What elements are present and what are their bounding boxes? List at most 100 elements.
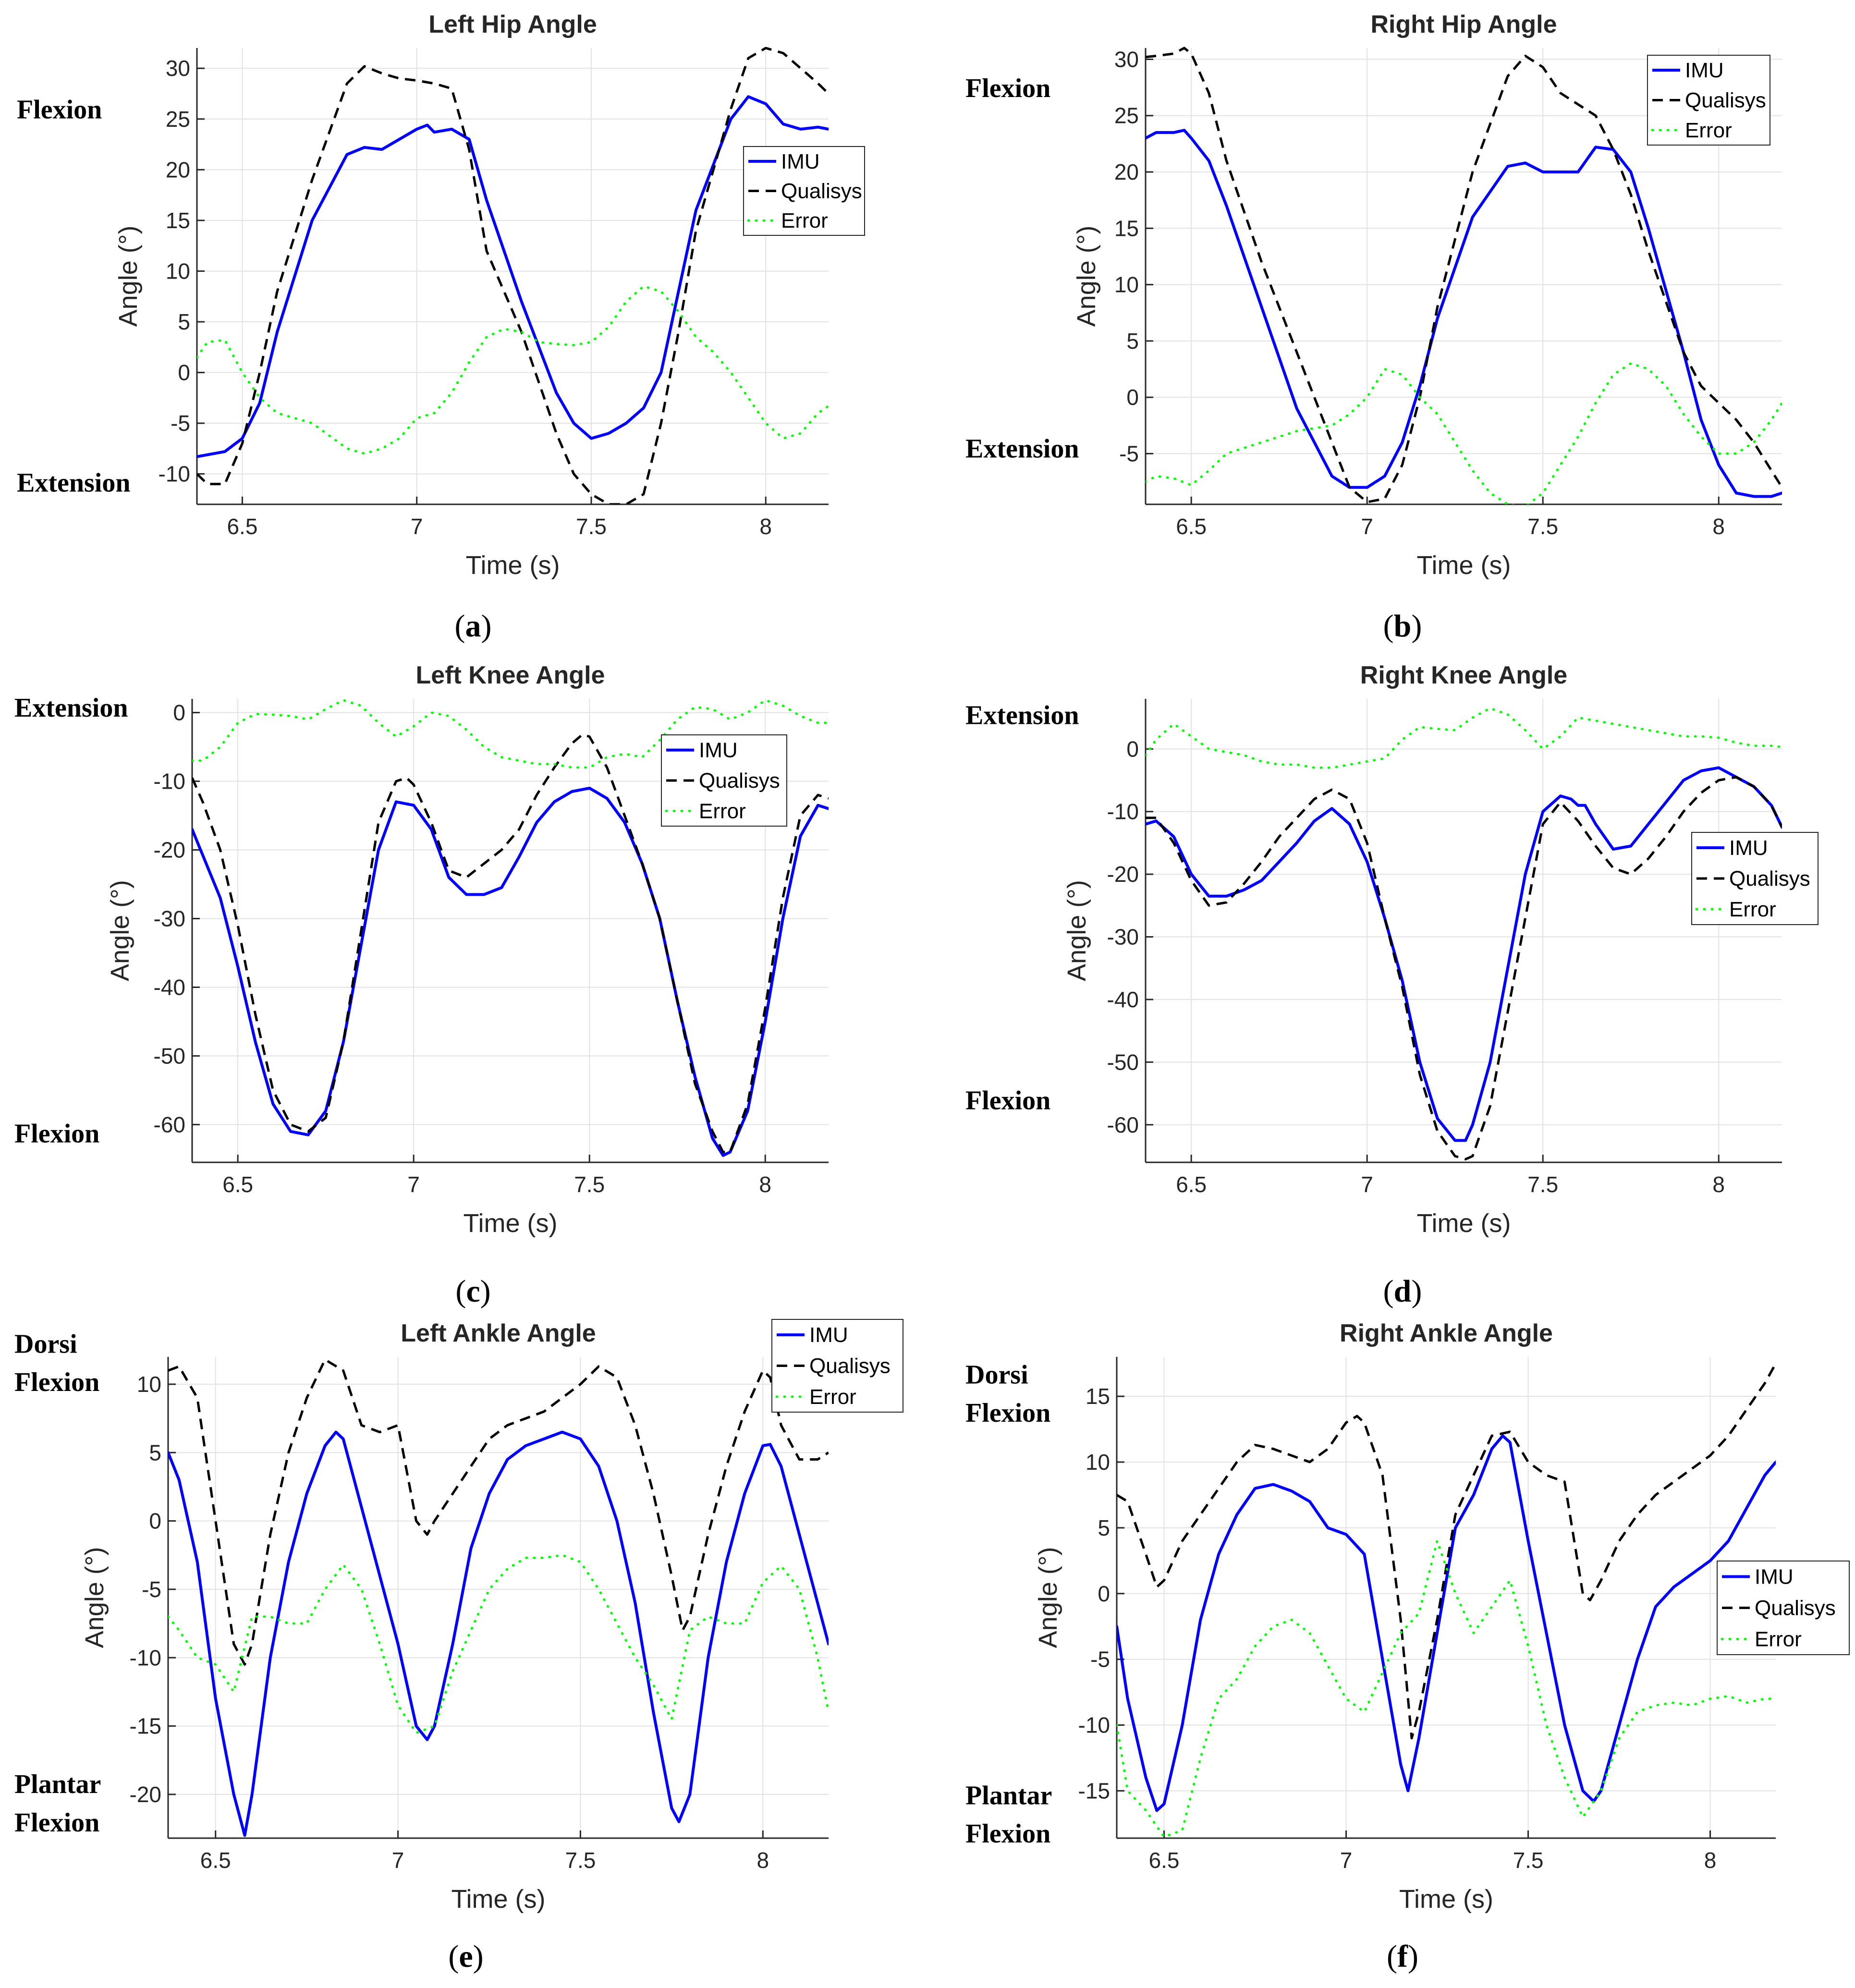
x-tick-label: 7.5 bbox=[574, 1172, 605, 1197]
caption-close-paren: ) bbox=[473, 1939, 484, 1974]
y-tick-label: 0 bbox=[173, 700, 185, 725]
y-tick-label: 10 bbox=[1114, 272, 1139, 297]
direction-label: Flexion bbox=[965, 1398, 1050, 1428]
caption-close-paren: ) bbox=[1408, 1939, 1418, 1974]
y-axis-label: Angle (°) bbox=[80, 1547, 109, 1648]
x-tick-label: 7 bbox=[1361, 514, 1373, 539]
panel-caption: (f) bbox=[1387, 1939, 1418, 1974]
direction-label: Extension bbox=[14, 693, 128, 723]
x-tick-label: 7.5 bbox=[1527, 514, 1558, 539]
legend-label-imu: IMU bbox=[1729, 836, 1768, 860]
panel-caption: (c) bbox=[455, 1274, 490, 1309]
y-tick-label: -30 bbox=[1107, 925, 1139, 950]
y-axis-label: Angle (°) bbox=[1034, 1547, 1062, 1648]
y-tick-label: -40 bbox=[1107, 987, 1139, 1012]
y-tick-label: -50 bbox=[154, 1043, 185, 1068]
caption-letter: d bbox=[1394, 1274, 1412, 1309]
legend-label-imu: IMU bbox=[699, 739, 738, 762]
y-tick-label: 20 bbox=[166, 157, 190, 182]
x-tick-label: 7.5 bbox=[1513, 1848, 1544, 1873]
x-tick-label: 8 bbox=[759, 1172, 771, 1197]
caption-close-paren: ) bbox=[480, 1274, 491, 1309]
x-tick-label: 6.5 bbox=[222, 1172, 253, 1197]
chart-title: Left Knee Angle bbox=[416, 661, 605, 689]
x-tick-label: 7 bbox=[1361, 1172, 1373, 1197]
legend: IMU Qualisys Error bbox=[1691, 832, 1818, 925]
y-tick-label: -15 bbox=[1078, 1778, 1110, 1803]
y-tick-label: 10 bbox=[137, 1372, 161, 1397]
caption-close-paren: ) bbox=[1411, 1274, 1422, 1309]
legend-label-qualisys: Qualisys bbox=[781, 180, 862, 203]
chart-title: Right Ankle Angle bbox=[1340, 1319, 1553, 1347]
panel-caption: (e) bbox=[448, 1939, 483, 1974]
y-tick-label: -15 bbox=[130, 1714, 161, 1739]
y-tick-label: -30 bbox=[154, 906, 185, 931]
direction-label: Extension bbox=[17, 468, 131, 498]
chart-panel-c: 6.5 7 7.5 8 -60 -50 -40 -30 -20 -10 0 Left Knee Ang… bbox=[14, 661, 829, 1309]
x-tick-label: 6.5 bbox=[1149, 1848, 1180, 1873]
y-tick-label: 0 bbox=[1126, 385, 1139, 410]
y-tick-label: -10 bbox=[1107, 799, 1139, 824]
x-tick-label: 8 bbox=[1712, 1172, 1725, 1197]
x-tick-label: 8 bbox=[757, 1848, 769, 1873]
direction-label: Flexion bbox=[14, 1808, 99, 1838]
x-tick-label: 7.5 bbox=[565, 1848, 596, 1873]
chart-panel-f: 6.5 7 7.5 8 -15 -10 -5 0 5 10 15 Right Ankle Angle T… bbox=[965, 1319, 1850, 1974]
x-axis-label: Time (s) bbox=[1399, 1885, 1493, 1914]
caption-open-paren: ( bbox=[1383, 1274, 1394, 1309]
y-tick-label: 0 bbox=[178, 360, 190, 385]
chart-panel-d: 6.5 7 7.5 8 -60 -50 -40 -30 -20 -10 0 Right Knee An… bbox=[965, 661, 1818, 1309]
y-tick-label: 30 bbox=[1114, 47, 1139, 72]
series-line-imu bbox=[1146, 766, 1782, 1142]
chart-title: Right Knee Angle bbox=[1360, 661, 1567, 689]
legend: IMU Qualisys Error bbox=[771, 1319, 903, 1413]
legend-label-imu: IMU bbox=[1685, 59, 1724, 82]
x-axis-label: Time (s) bbox=[1417, 1209, 1511, 1238]
y-tick-label: 0 bbox=[1098, 1581, 1110, 1606]
legend-label-qualisys: Qualisys bbox=[1685, 89, 1766, 112]
series-line-error bbox=[1117, 1539, 1776, 1838]
legend-label-qualisys: Qualisys bbox=[699, 769, 780, 793]
direction-label: Dorsi bbox=[14, 1329, 77, 1359]
x-axis-label: Time (s) bbox=[1417, 551, 1511, 580]
direction-label: Flexion bbox=[14, 1367, 99, 1397]
caption-open-paren: ( bbox=[448, 1939, 459, 1974]
series-line-qualisys bbox=[1146, 47, 1782, 503]
series-line-qualisys bbox=[1117, 1363, 1776, 1740]
y-tick-label: -20 bbox=[130, 1782, 161, 1807]
x-tick-label: 8 bbox=[1704, 1848, 1717, 1873]
y-tick-label: 0 bbox=[149, 1509, 161, 1534]
x-tick-label: 7 bbox=[1340, 1848, 1353, 1873]
chart-panel-b: 6.5 7 7.5 8 -5 0 5 10 15 20 25 30 Right Hip Angle Tim… bbox=[965, 11, 1782, 644]
series-line-error bbox=[1146, 707, 1782, 769]
x-tick-label: 8 bbox=[759, 514, 772, 539]
y-tick-label: 10 bbox=[1086, 1450, 1110, 1475]
caption-letter: f bbox=[1397, 1939, 1408, 1974]
y-axis-label: Angle (°) bbox=[106, 880, 134, 981]
chart-title: Left Hip Angle bbox=[428, 11, 597, 38]
y-tick-label: -60 bbox=[1107, 1112, 1139, 1137]
x-tick-label: 7.5 bbox=[1527, 1172, 1558, 1197]
chart-panel-a: 6.5 7 7.5 8 -10 -5 0 5 10 15 20 25 30 Left Hip Angle T… bbox=[17, 11, 865, 644]
x-axis-label: Time (s) bbox=[466, 551, 560, 580]
direction-label: Extension bbox=[965, 434, 1079, 464]
direction-label: Flexion bbox=[14, 1119, 99, 1149]
y-tick-label: 10 bbox=[166, 258, 190, 283]
y-tick-label: 5 bbox=[1098, 1515, 1110, 1540]
series-line-imu bbox=[1117, 1434, 1776, 1812]
caption-letter: b bbox=[1394, 609, 1412, 644]
caption-open-paren: ( bbox=[1383, 609, 1394, 644]
caption-open-paren: ( bbox=[455, 1274, 466, 1309]
legend: IMU Qualisys Error bbox=[1647, 55, 1770, 146]
legend-label-qualisys: Qualisys bbox=[1729, 867, 1810, 890]
legend-label-error: Error bbox=[1729, 898, 1776, 921]
legend-label-error: Error bbox=[809, 1385, 856, 1409]
y-tick-label: 25 bbox=[1114, 103, 1139, 128]
legend: IMU Qualisys Error bbox=[661, 734, 787, 827]
direction-label: Extension bbox=[965, 701, 1079, 731]
series-line-error bbox=[192, 699, 829, 769]
y-tick-label: -50 bbox=[1107, 1049, 1139, 1074]
caption-close-paren: ) bbox=[481, 609, 492, 644]
y-tick-label: -5 bbox=[171, 411, 190, 436]
